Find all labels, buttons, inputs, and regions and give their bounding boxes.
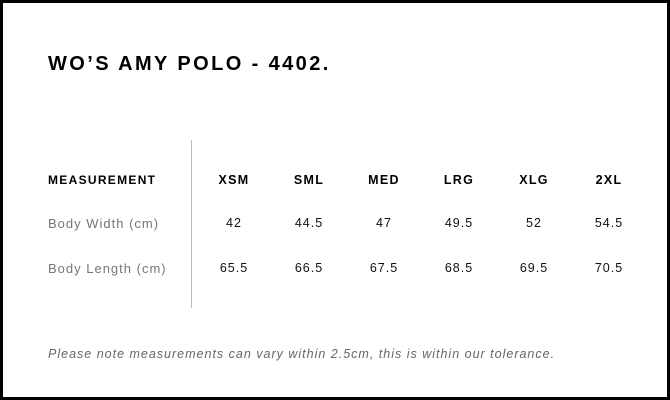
table-cell: 52 [526,216,542,230]
header-measurement: MEASUREMENT [48,173,157,187]
table-cell: 54.5 [594,216,624,230]
header-size: MED [368,173,400,187]
row-label: Body Width (cm) [48,216,160,231]
table-cell: 44.5 [294,216,324,230]
header-size: XSM [218,173,250,187]
header-size: LRG [443,173,475,187]
row-label: Body Length (cm) [48,261,167,276]
table-cell: 47 [376,216,392,230]
tolerance-note: Please note measurements can vary within… [48,347,556,361]
table-cell: 42 [226,216,242,230]
header-size: 2XL [595,173,623,187]
column-divider [191,140,192,308]
header-size: XLG [519,173,549,187]
table-cell: 70.5 [594,261,624,275]
table-cell: 69.5 [519,261,549,275]
page-title: WO’S AMY POLO - 4402. [48,53,331,75]
header-size: SML [293,173,325,187]
table-cell: 68.5 [444,261,474,275]
table-cell: 67.5 [369,261,399,275]
table-cell: 66.5 [294,261,324,275]
table-cell: 49.5 [444,216,474,230]
table-cell: 65.5 [219,261,249,275]
